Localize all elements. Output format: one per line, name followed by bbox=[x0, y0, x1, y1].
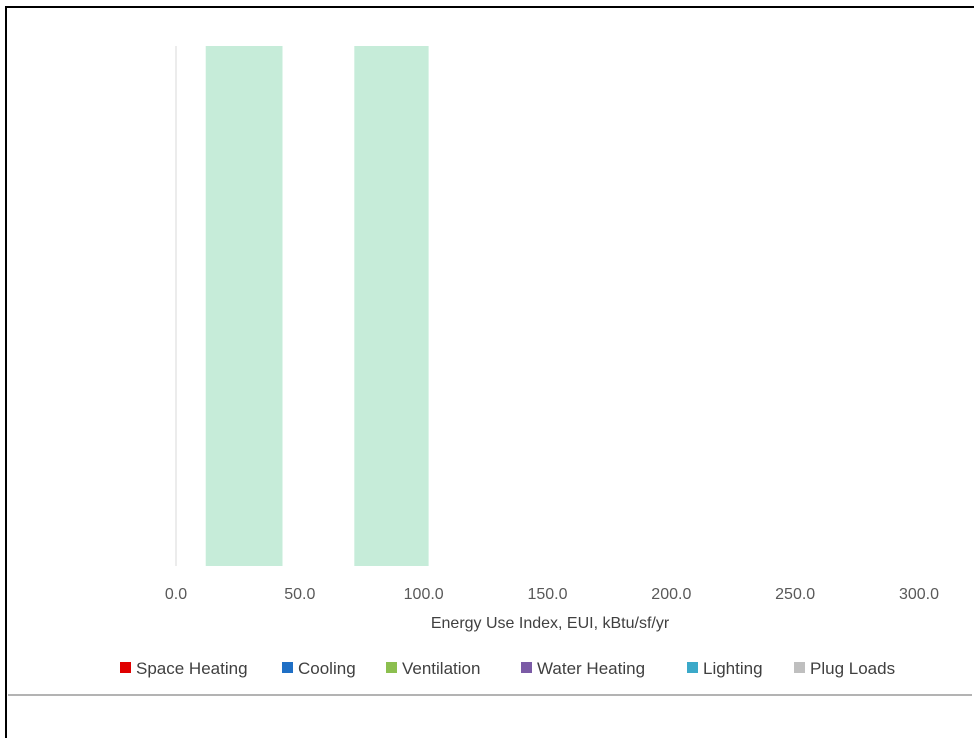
legend-entry: Space Heating bbox=[120, 659, 248, 678]
bar bbox=[354, 46, 429, 566]
x-tick-label: 250.0 bbox=[775, 586, 815, 603]
legend-label: Plug Loads bbox=[810, 659, 895, 678]
x-tick-label: 50.0 bbox=[284, 586, 315, 603]
legend-swatch bbox=[386, 662, 397, 673]
bar bbox=[205, 46, 283, 566]
x-tick-label: 0.0 bbox=[165, 586, 187, 603]
legend-entry: Plug Loads bbox=[794, 659, 895, 678]
x-axis-title: Energy Use Index, EUI, kBtu/sf/yr bbox=[431, 615, 670, 632]
x-tick-label: 100.0 bbox=[404, 586, 444, 603]
x-tick-label: 200.0 bbox=[651, 586, 691, 603]
legend-swatch bbox=[521, 662, 532, 673]
legend-entry: Water Heating bbox=[521, 659, 645, 678]
legend: Space Heating Cooling Ventilation Water Hea… bbox=[120, 659, 895, 678]
legend-swatch bbox=[794, 662, 805, 673]
legend-label: Cooling bbox=[298, 659, 356, 678]
x-tick-labels: 0.0 50.0 100.0 150.0 200.0 250.0 300.0 bbox=[165, 586, 939, 603]
x-tick-label: 300.0 bbox=[899, 586, 939, 603]
legend-swatch bbox=[282, 662, 293, 673]
legend-label: Space Heating bbox=[136, 659, 248, 678]
bars-group bbox=[205, 46, 429, 566]
legend-swatch bbox=[120, 662, 131, 673]
x-tick-label: 150.0 bbox=[527, 586, 567, 603]
legend-label: Lighting bbox=[703, 659, 763, 678]
legend-label: Ventilation bbox=[402, 659, 480, 678]
legend-entry: Lighting bbox=[687, 659, 763, 678]
legend-entry: Ventilation bbox=[386, 659, 480, 678]
chart-border bbox=[5, 6, 974, 738]
legend-label: Water Heating bbox=[537, 659, 645, 678]
legend-swatch bbox=[687, 662, 698, 673]
legend-entry: Cooling bbox=[282, 659, 356, 678]
